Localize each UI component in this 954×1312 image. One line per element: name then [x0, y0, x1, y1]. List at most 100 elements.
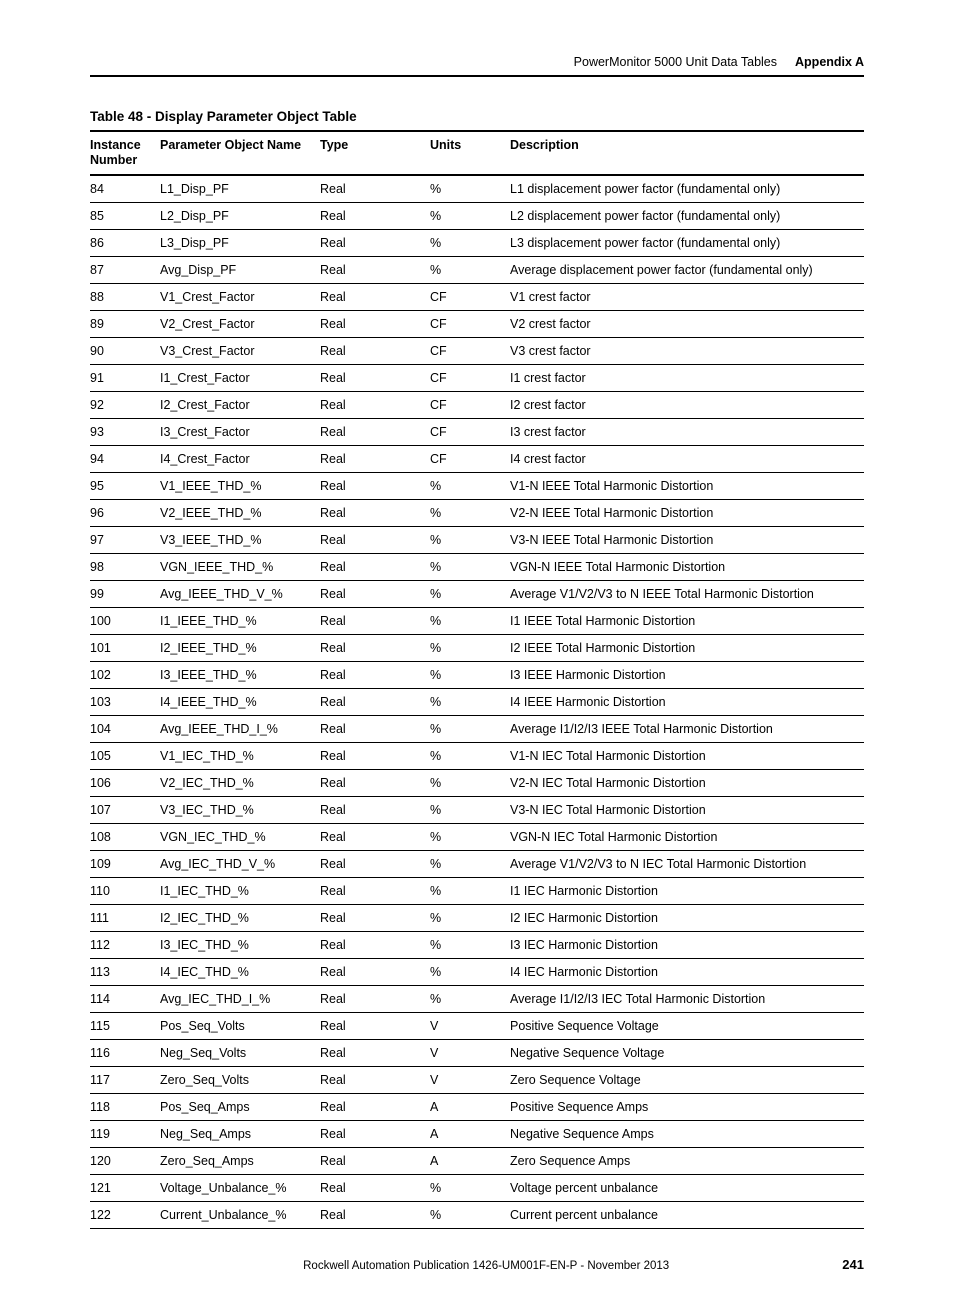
cell-instance: 100 — [90, 608, 160, 635]
cell-units: % — [430, 932, 510, 959]
cell-desc: L3 displacement power factor (fundamenta… — [510, 230, 864, 257]
table-header-row: InstanceNumber Parameter Object Name Typ… — [90, 131, 864, 175]
cell-units: % — [430, 716, 510, 743]
cell-units: V — [430, 1040, 510, 1067]
cell-instance: 97 — [90, 527, 160, 554]
cell-instance: 99 — [90, 581, 160, 608]
cell-type: Real — [320, 473, 430, 500]
cell-instance: 109 — [90, 851, 160, 878]
cell-instance: 110 — [90, 878, 160, 905]
cell-units: % — [430, 851, 510, 878]
cell-name: V1_Crest_Factor — [160, 284, 320, 311]
cell-desc: Average I1/I2/I3 IEC Total Harmonic Dist… — [510, 986, 864, 1013]
col-header-desc: Description — [510, 131, 864, 175]
cell-type: Real — [320, 1067, 430, 1094]
table-row: 91I1_Crest_FactorRealCFI1 crest factor — [90, 365, 864, 392]
cell-name: I4_IEC_THD_% — [160, 959, 320, 986]
cell-desc: Average I1/I2/I3 IEEE Total Harmonic Dis… — [510, 716, 864, 743]
cell-type: Real — [320, 338, 430, 365]
cell-name: Neg_Seq_Amps — [160, 1121, 320, 1148]
cell-instance: 98 — [90, 554, 160, 581]
cell-instance: 91 — [90, 365, 160, 392]
cell-units: % — [430, 1175, 510, 1202]
cell-instance: 92 — [90, 392, 160, 419]
cell-units: % — [430, 230, 510, 257]
table-row: 95V1_IEEE_THD_%Real%V1-N IEEE Total Harm… — [90, 473, 864, 500]
cell-desc: V2 crest factor — [510, 311, 864, 338]
cell-name: V1_IEC_THD_% — [160, 743, 320, 770]
cell-desc: Positive Sequence Voltage — [510, 1013, 864, 1040]
cell-desc: I4 IEC Harmonic Distortion — [510, 959, 864, 986]
page-footer: Rockwell Automation Publication 1426-UM0… — [90, 1257, 864, 1272]
cell-desc: I2 IEC Harmonic Distortion — [510, 905, 864, 932]
cell-units: V — [430, 1067, 510, 1094]
cell-units: % — [430, 473, 510, 500]
cell-units: CF — [430, 284, 510, 311]
cell-type: Real — [320, 635, 430, 662]
cell-units: A — [430, 1094, 510, 1121]
cell-instance: 84 — [90, 175, 160, 203]
cell-name: L3_Disp_PF — [160, 230, 320, 257]
table-row: 88V1_Crest_FactorRealCFV1 crest factor — [90, 284, 864, 311]
cell-instance: 95 — [90, 473, 160, 500]
cell-name: I3_IEEE_THD_% — [160, 662, 320, 689]
cell-type: Real — [320, 175, 430, 203]
cell-instance: 106 — [90, 770, 160, 797]
cell-desc: Average displacement power factor (funda… — [510, 257, 864, 284]
table-row: 98VGN_IEEE_THD_%Real%VGN-N IEEE Total Ha… — [90, 554, 864, 581]
cell-units: % — [430, 527, 510, 554]
cell-units: CF — [430, 392, 510, 419]
cell-instance: 117 — [90, 1067, 160, 1094]
cell-desc: I1 IEC Harmonic Distortion — [510, 878, 864, 905]
cell-units: % — [430, 770, 510, 797]
cell-units: A — [430, 1148, 510, 1175]
table-row: 101I2_IEEE_THD_%Real%I2 IEEE Total Harmo… — [90, 635, 864, 662]
header-appendix: Appendix A — [795, 55, 864, 69]
cell-name: Neg_Seq_Volts — [160, 1040, 320, 1067]
cell-instance: 120 — [90, 1148, 160, 1175]
table-row: 84L1_Disp_PFReal%L1 displacement power f… — [90, 175, 864, 203]
cell-instance: 101 — [90, 635, 160, 662]
cell-name: Avg_IEC_THD_I_% — [160, 986, 320, 1013]
cell-type: Real — [320, 770, 430, 797]
table-row: 111I2_IEC_THD_%Real%I2 IEC Harmonic Dist… — [90, 905, 864, 932]
cell-name: Current_Unbalance_% — [160, 1202, 320, 1229]
cell-instance: 93 — [90, 419, 160, 446]
cell-desc: V3-N IEC Total Harmonic Distortion — [510, 797, 864, 824]
cell-instance: 116 — [90, 1040, 160, 1067]
cell-units: CF — [430, 365, 510, 392]
table-row: 110I1_IEC_THD_%Real%I1 IEC Harmonic Dist… — [90, 878, 864, 905]
cell-instance: 119 — [90, 1121, 160, 1148]
table-row: 113I4_IEC_THD_%Real%I4 IEC Harmonic Dist… — [90, 959, 864, 986]
cell-units: % — [430, 608, 510, 635]
cell-desc: I3 IEEE Harmonic Distortion — [510, 662, 864, 689]
cell-desc: L1 displacement power factor (fundamenta… — [510, 175, 864, 203]
cell-type: Real — [320, 203, 430, 230]
cell-name: Zero_Seq_Volts — [160, 1067, 320, 1094]
col-header-units: Units — [430, 131, 510, 175]
cell-type: Real — [320, 797, 430, 824]
cell-instance: 94 — [90, 446, 160, 473]
cell-instance: 115 — [90, 1013, 160, 1040]
table-row: 93I3_Crest_FactorRealCFI3 crest factor — [90, 419, 864, 446]
cell-units: % — [430, 797, 510, 824]
cell-desc: Positive Sequence Amps — [510, 1094, 864, 1121]
cell-units: % — [430, 257, 510, 284]
cell-units: CF — [430, 446, 510, 473]
table-row: 120Zero_Seq_AmpsRealAZero Sequence Amps — [90, 1148, 864, 1175]
table-row: 122Current_Unbalance_%Real%Current perce… — [90, 1202, 864, 1229]
cell-type: Real — [320, 1202, 430, 1229]
cell-name: I1_IEC_THD_% — [160, 878, 320, 905]
cell-desc: V1-N IEEE Total Harmonic Distortion — [510, 473, 864, 500]
cell-desc: I4 crest factor — [510, 446, 864, 473]
cell-name: I2_IEC_THD_% — [160, 905, 320, 932]
cell-name: I3_IEC_THD_% — [160, 932, 320, 959]
cell-desc: VGN-N IEEE Total Harmonic Distortion — [510, 554, 864, 581]
table-row: 94I4_Crest_FactorRealCFI4 crest factor — [90, 446, 864, 473]
table-row: 117Zero_Seq_VoltsRealVZero Sequence Volt… — [90, 1067, 864, 1094]
cell-name: I1_IEEE_THD_% — [160, 608, 320, 635]
cell-instance: 105 — [90, 743, 160, 770]
cell-instance: 111 — [90, 905, 160, 932]
cell-desc: Zero Sequence Amps — [510, 1148, 864, 1175]
cell-desc: I3 IEC Harmonic Distortion — [510, 932, 864, 959]
